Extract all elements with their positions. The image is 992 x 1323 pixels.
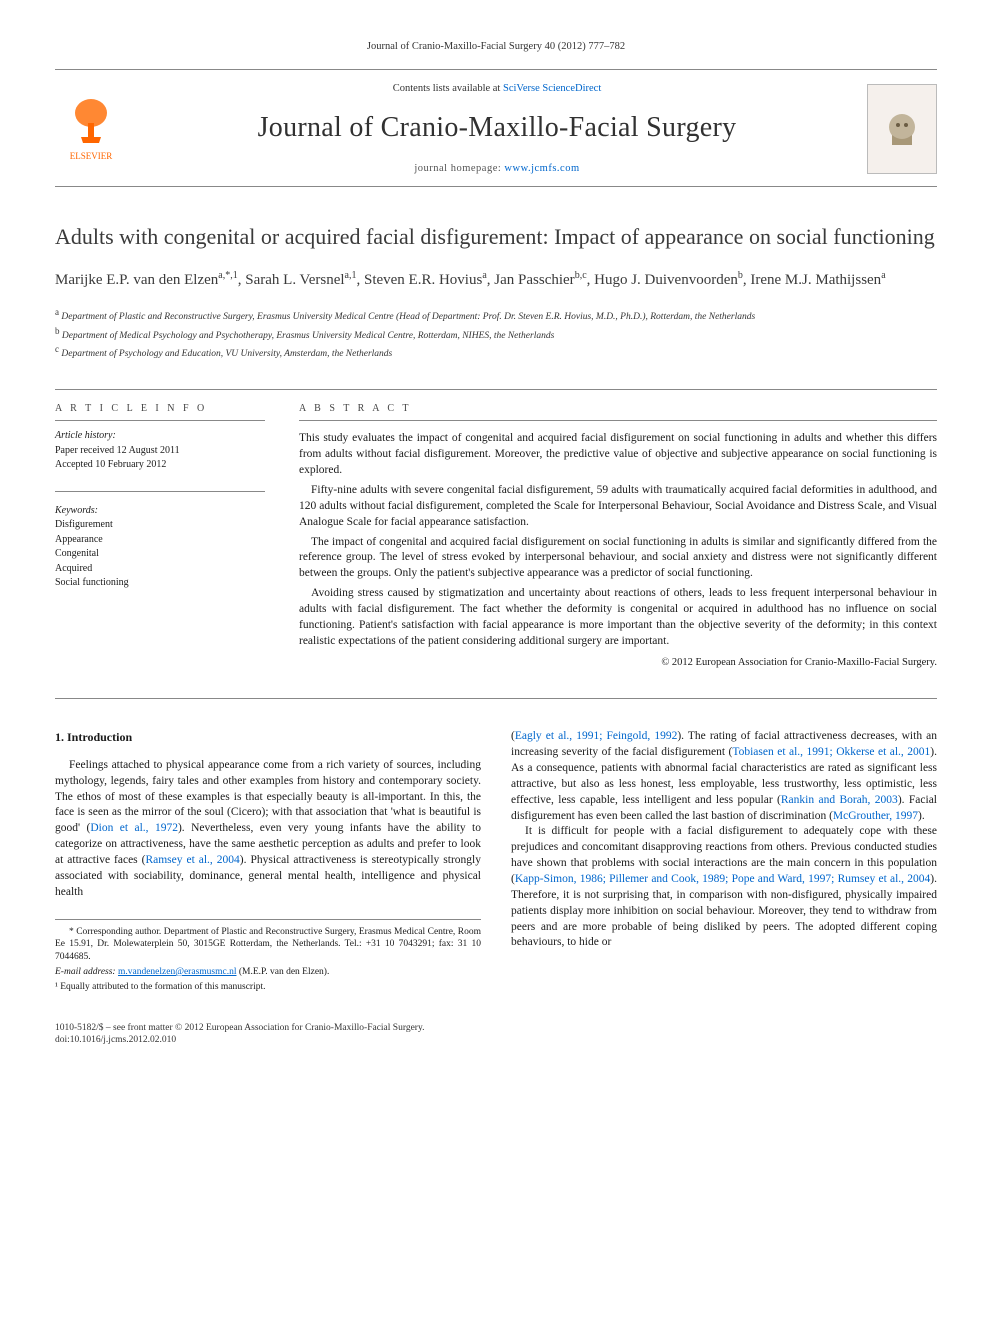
cover-image-icon: [880, 107, 924, 151]
publisher-logo[interactable]: ELSEVIER: [55, 95, 127, 163]
journal-cover-thumbnail[interactable]: [867, 84, 937, 174]
article-info-column: A R T I C L E I N F O Article history: P…: [55, 402, 265, 670]
article-history: Article history: Paper received 12 Augus…: [55, 429, 265, 473]
abstract-paragraph: Avoiding stress caused by stigmatization…: [299, 586, 937, 649]
sciencedirect-link[interactable]: SciVerse ScienceDirect: [503, 83, 601, 94]
article-meta-grid: A R T I C L E I N F O Article history: P…: [55, 402, 937, 670]
issn-line: 1010-5182/$ – see front matter © 2012 Eu…: [55, 1022, 937, 1035]
accepted-date: Accepted 10 February 2012: [55, 459, 166, 470]
horizontal-rule: [55, 698, 937, 699]
masthead: ELSEVIER Contents lists available at Sci…: [55, 69, 937, 188]
body-columns: 1. Introduction Feelings attached to phy…: [55, 729, 937, 995]
horizontal-rule: [55, 491, 265, 492]
journal-homepage: journal homepage: www.jcmfs.com: [141, 162, 853, 177]
front-matter-footer: 1010-5182/$ – see front matter © 2012 Eu…: [55, 1022, 937, 1048]
body-paragraph: It is difficult for people with a facial…: [511, 824, 937, 951]
body-column-2: (Eagly et al., 1991; Feingold, 1992). Th…: [511, 729, 937, 995]
abstract-paragraph: Fifty-nine adults with severe congenital…: [299, 483, 937, 531]
publisher-name: ELSEVIER: [70, 150, 113, 163]
section-heading: 1. Introduction: [55, 729, 481, 746]
horizontal-rule: [55, 389, 937, 390]
received-date: Paper received 12 August 2011: [55, 445, 180, 456]
doi-line: doi:10.1016/j.jcms.2012.02.010: [55, 1034, 937, 1047]
keywords-label: Keywords:: [55, 505, 98, 516]
equal-contribution-note: ¹ Equally attributed to the formation of…: [55, 981, 481, 994]
affiliations: a Department of Plastic and Reconstructi…: [55, 306, 937, 361]
journal-title: Journal of Cranio-Maxillo-Facial Surgery: [141, 108, 853, 147]
abstract-heading: A B S T R A C T: [299, 402, 937, 421]
abstract-paragraph: The impact of congenital and acquired fa…: [299, 535, 937, 583]
email-line: E-mail address: m.vandenelzen@erasmusmc.…: [55, 966, 481, 979]
corresponding-author-note: * Corresponding author. Department of Pl…: [55, 926, 481, 964]
body-column-1: 1. Introduction Feelings attached to phy…: [55, 729, 481, 995]
homepage-link[interactable]: www.jcmfs.com: [504, 163, 579, 174]
footnotes: * Corresponding author. Department of Pl…: [55, 919, 481, 994]
email-link[interactable]: m.vandenelzen@erasmusmc.nl: [118, 967, 237, 977]
keywords-list: DisfigurementAppearanceCongenitalAcquire…: [55, 519, 129, 588]
article-info-heading: A R T I C L E I N F O: [55, 402, 265, 421]
masthead-center: Contents lists available at SciVerse Sci…: [141, 82, 853, 177]
body-paragraph: Feelings attached to physical appearance…: [55, 758, 481, 901]
body-paragraph: (Eagly et al., 1991; Feingold, 1992). Th…: [511, 729, 937, 824]
abstract-column: A B S T R A C T This study evaluates the…: [299, 402, 937, 670]
elsevier-tree-icon: [66, 95, 116, 147]
abstract-paragraph: This study evaluates the impact of conge…: [299, 431, 937, 479]
copyright-line: © 2012 European Association for Cranio-M…: [299, 656, 937, 671]
contents-available: Contents lists available at SciVerse Sci…: [141, 82, 853, 97]
article-title: Adults with congenital or acquired facia…: [55, 223, 937, 251]
journal-reference: Journal of Cranio-Maxillo-Facial Surgery…: [55, 40, 937, 55]
keywords-block: Keywords: DisfigurementAppearanceCongeni…: [55, 504, 265, 591]
history-label: Article history:: [55, 430, 116, 441]
author-list: Marijke E.P. van den Elzena,*,1, Sarah L…: [55, 269, 937, 292]
